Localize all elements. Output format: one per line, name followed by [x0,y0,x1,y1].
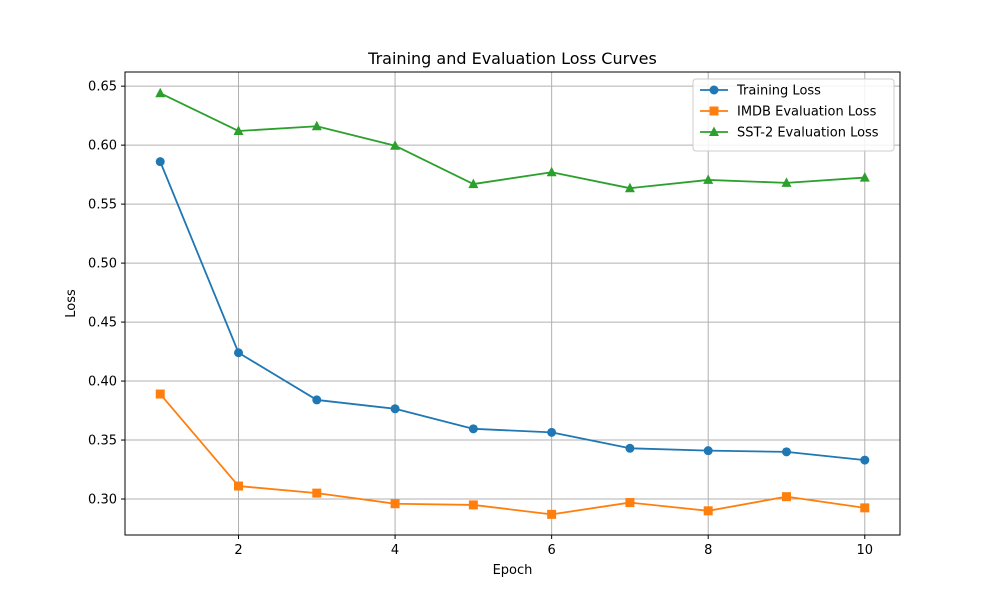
data-point [233,125,244,135]
data-point [390,499,400,509]
legend-item: Training Loss [700,84,821,99]
data-point [155,389,165,399]
legend-box [692,78,895,152]
data-point [155,87,166,98]
y-tick-label: 0.40 [88,375,117,390]
data-point [546,166,557,177]
y-axis-label: Loss [64,289,79,318]
legend-item: SST-2 Evaluation Loss [700,126,879,141]
data-point [234,481,244,491]
data-point [468,178,479,189]
data-point [781,177,792,187]
legend-marker [709,85,719,95]
series-line [159,161,865,461]
legend-item: IMDB Evaluation Loss [700,105,877,120]
y-tick-label: 0.60 [88,139,117,154]
y-tick-label: 0.50 [88,257,117,272]
data-point [625,498,635,508]
legend-label: Training Loss [736,84,821,99]
data-point [312,395,322,405]
x-tick-label: 4 [391,543,399,558]
series-line [159,393,865,516]
data-point [781,447,791,457]
data-point [468,500,478,510]
data-point [547,509,557,519]
data-point [703,506,713,516]
data-point [234,348,244,358]
data-point [312,488,322,498]
data-point [547,427,557,437]
y-tick-label: 0.35 [88,434,117,449]
data-point [625,443,635,453]
legend-label: IMDB Evaluation Loss [737,105,877,120]
data-point [390,140,401,150]
x-axis-label: Epoch [493,563,533,578]
x-tick-label: 6 [548,543,556,558]
x-tick-label: 2 [234,543,242,558]
y-tick-label: 0.65 [88,80,117,95]
series-0 [155,157,870,465]
legend-marker [709,106,719,116]
x-tick-label: 8 [704,543,712,558]
data-point [781,492,791,502]
axis-ticks: 2 4 6 8 10 0.30 0.35 0.40 0.45 0.50 0.55 0.60 0.65 [88,80,873,558]
data-point [155,157,165,167]
data-point [624,182,635,193]
data-point [703,446,713,456]
series-layer [155,87,870,519]
data-point [859,172,870,182]
chart-title: Training and Evaluation Loss Curves [367,49,657,68]
data-point [311,120,322,131]
x-tick-label: 10 [856,543,873,558]
data-point [860,503,870,513]
data-point [390,404,400,414]
y-tick-label: 0.45 [88,316,117,331]
y-tick-label: 0.30 [88,493,117,508]
series-2 [155,87,870,193]
series-line [159,92,865,190]
data-point [703,174,714,184]
legend-marker [709,126,719,136]
plot-area-frame [124,71,901,536]
data-point [860,455,870,465]
legend-label: SST-2 Evaluation Loss [737,126,879,141]
y-tick-label: 0.55 [88,198,117,213]
data-point [468,424,478,434]
legend: Training Loss IMDB Evaluation Loss SST-2 E… [692,78,895,152]
series-1 [155,389,870,519]
